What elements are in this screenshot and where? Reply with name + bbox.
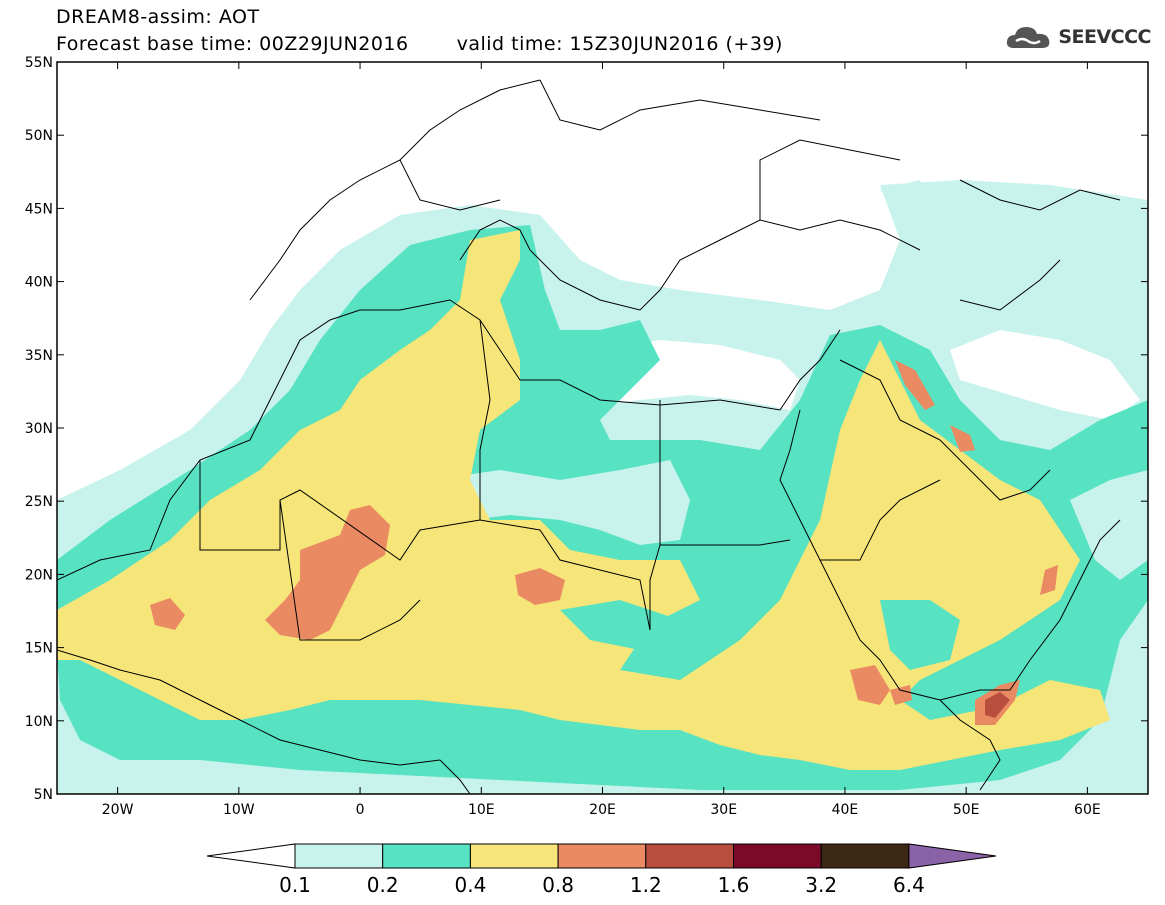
colorbar-label: 0.8 [542, 873, 574, 897]
colorbar-label: 0.4 [454, 873, 486, 897]
aot-green-niger [560, 600, 690, 650]
colorbar-box [469, 843, 559, 869]
lon-tick-label: 30E [710, 802, 737, 818]
valid-time: valid time: 15Z30JUN2016 (+39) [456, 33, 783, 55]
colorbar-box [645, 843, 734, 869]
logo-text: SEEVCCC [1058, 26, 1151, 48]
lat-tick-label: 20N [25, 567, 53, 583]
colorbar-label: 1.2 [630, 873, 662, 897]
aot-hole-gulf-east [1070, 470, 1148, 580]
lat-tick-label: 30N [25, 421, 53, 437]
lon-tick-label: 0 [356, 802, 365, 818]
lon-tick-label: 20W [102, 802, 134, 818]
colorbar-label: 0.2 [367, 873, 399, 897]
colorbar-label: 0.1 [279, 873, 311, 897]
colorbar-box [382, 843, 471, 869]
colorbar-boxes [206, 843, 997, 869]
aot-band-0.8-oman [1040, 565, 1058, 595]
lat-tick-label: 50N [25, 128, 53, 144]
aot-contours [57, 79, 1148, 794]
colorbar-box [557, 843, 647, 869]
lon-tick-label: 40E [832, 802, 859, 818]
colorbar-under-triangle [206, 843, 296, 869]
lon-tick-label: 20E [589, 802, 616, 818]
colorbar-box [820, 843, 910, 869]
colorbar-label: 6.4 [893, 873, 925, 897]
map-title: DREAM8-assim: AOT [56, 6, 260, 28]
base-time: Forecast base time: 00Z29JUN2016 [56, 33, 409, 55]
latitude-axis: 5N 10N 15N 20N 25N 30N 35N 40N 45N 50N 55N [25, 55, 1148, 803]
aot-band-0.8-mali [265, 505, 390, 640]
aot-hole-libya [430, 460, 690, 545]
aot-band-1.2-somalia [985, 692, 1010, 718]
aot-band-0.4 [57, 230, 1110, 770]
clear-area-caspian [950, 330, 1140, 420]
lat-tick-label: 5N [34, 787, 53, 803]
lat-tick-label: 35N [25, 348, 53, 364]
aot-band-0.8-chad [515, 568, 565, 605]
aot-band-0.8-senegal [150, 598, 185, 630]
lon-tick-label: 50E [953, 802, 980, 818]
aot-band-0.8-kuwait [950, 425, 975, 452]
forecast-times: Forecast base time: 00Z29JUN2016 valid ti… [56, 33, 783, 55]
colorbar-over-triangle [908, 843, 997, 869]
aot-band-0.8-yemen [890, 685, 912, 705]
colorbar-label: 3.2 [805, 873, 837, 897]
lat-tick-label: 25N [25, 494, 53, 510]
seevccc-logo: SEEVCCC [1004, 22, 1151, 52]
lon-tick-label: 10E [468, 802, 495, 818]
coastlines [57, 79, 1121, 794]
colorbar-box [733, 843, 822, 869]
lat-tick-label: 55N [25, 55, 53, 71]
aot-band-0.8-iraq [895, 360, 935, 410]
colorbar-labels: 0.1 0.2 0.4 0.8 1.2 1.6 3.2 6.4 [279, 873, 925, 897]
aot-green-arabia [880, 600, 960, 670]
aot-hole-caucasus [880, 180, 930, 215]
lon-tick-label: 10W [223, 802, 255, 818]
cloud-icon [1007, 27, 1050, 48]
colorbar-label: 1.6 [718, 873, 750, 897]
colorbar-box [294, 843, 384, 869]
lat-tick-label: 15N [25, 641, 53, 657]
lon-tick-label: 60E [1074, 802, 1101, 818]
lat-tick-label: 45N [25, 201, 53, 217]
longitude-axis: 20W 10W 0 10E 20E 30E 40E 50E 60E [102, 62, 1101, 818]
aot-band-0.8-red-sea [850, 665, 890, 705]
lat-tick-label: 40N [25, 275, 53, 291]
lat-tick-label: 10N [25, 714, 53, 730]
